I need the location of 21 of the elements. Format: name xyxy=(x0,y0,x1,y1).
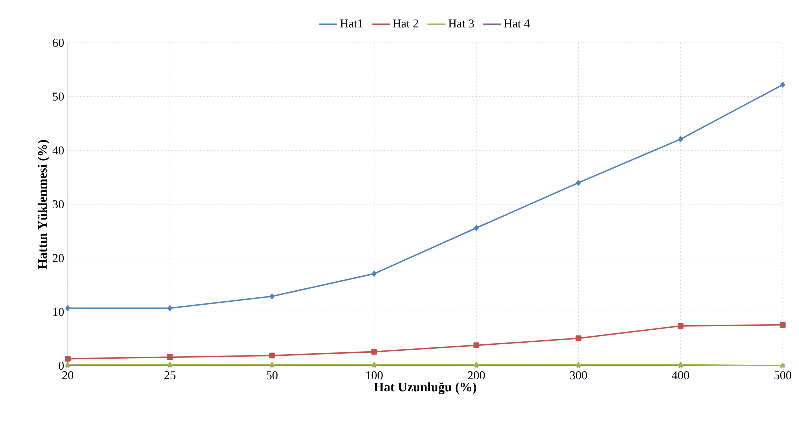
x-tick-label: 100 xyxy=(366,372,383,380)
x-tick-label: 20 xyxy=(62,372,74,380)
legend-label: Hat1 xyxy=(340,20,363,28)
y-tick-label: 30 xyxy=(53,200,64,209)
legend-label: Hat 2 xyxy=(393,20,418,28)
x-tick-label: 400 xyxy=(672,372,690,380)
x-tick-label: 300 xyxy=(570,372,588,380)
x-tick-label: 50 xyxy=(267,372,278,380)
y-tick-label: 60 xyxy=(53,38,64,48)
y-tick-label: 20 xyxy=(53,254,64,262)
y-tick-label: 10 xyxy=(54,308,64,316)
y-tick-label: 40 xyxy=(52,146,64,155)
x-tick-label: 200 xyxy=(468,372,486,380)
x-axis-title: Hat Uzunluğu (%) xyxy=(374,382,476,394)
x-tick-label: 25 xyxy=(164,372,176,380)
legend-label: Hat 3 xyxy=(448,20,474,28)
legend-label: Hat 4 xyxy=(504,20,530,28)
y-tick-label: 0 xyxy=(58,362,64,370)
x-tick-label: 500 xyxy=(774,372,792,380)
y-axis-title: Hattın Yüklenmesi (%) xyxy=(38,140,50,270)
y-tick-label: 50 xyxy=(53,92,64,101)
